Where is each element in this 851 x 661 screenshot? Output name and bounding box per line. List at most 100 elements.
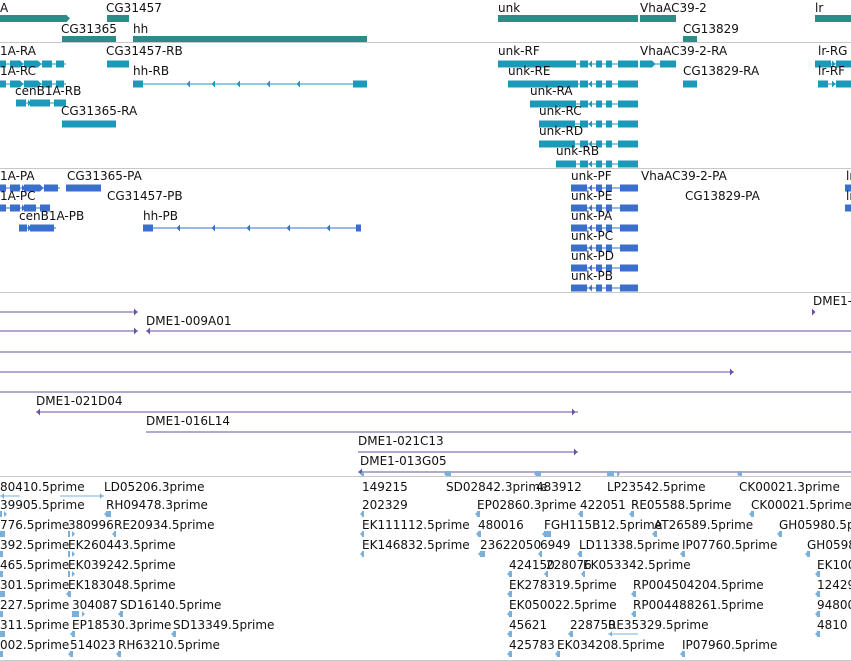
est-block[interactable] [633,591,636,597]
mrna-unk-rf-exon[interactable] [498,60,576,68]
gene-label-unk[interactable]: unk [498,1,521,15]
mrna-1a-rc-exon[interactable] [10,80,20,88]
mrna-unk-rf-exon[interactable] [596,60,602,68]
cds-1a-pa-exon[interactable] [0,184,6,192]
mrna-vhaac39-2-ra-exon[interactable] [660,60,676,68]
est-block[interactable] [106,511,111,517]
est-label[interactable]: 202329 [362,498,408,512]
mrna-1a-rc-exon[interactable] [56,80,64,88]
est-block[interactable] [509,651,512,657]
est-label[interactable]: 465.5prime [0,558,70,572]
est-block[interactable] [579,551,582,557]
mrna-1a-ra-exon[interactable] [24,60,38,68]
cds-unk-pb-exon[interactable] [596,284,602,292]
mrna-unk-ra-exon[interactable] [596,100,602,108]
mrna-label[interactable]: unk-RB [556,144,600,158]
cds-label[interactable]: 1A-PC [0,189,36,203]
gene-cg31457-bar[interactable] [107,15,129,22]
mrna-unk-ra-exon[interactable] [530,100,576,108]
mrna-label[interactable]: CG31365-RA [61,104,138,118]
mrna-1a-ra-exon[interactable] [42,60,52,68]
gene-label-lr[interactable]: lr [815,1,824,15]
mrna-label[interactable]: 1A-RC [0,64,37,78]
cds-1a-pa-exon[interactable] [10,184,20,192]
est-label[interactable]: 45621 [509,618,548,632]
mrna-lr-rf-exon[interactable] [818,80,828,88]
mrna-1a-rc-exon[interactable] [42,80,52,88]
cds-unk-pd-exon[interactable] [571,264,587,272]
mrna-label[interactable]: unk-RA [530,84,573,98]
mrna-unk-rc-exon[interactable] [580,120,588,128]
est-block[interactable] [817,571,820,577]
est-label[interactable]: 301.5prime [0,578,70,592]
est-block[interactable] [0,531,5,537]
est-label[interactable]: RH63210.5prime [118,638,220,652]
cds-unk-pf-exon[interactable] [606,184,612,192]
est-label[interactable]: 94800 [817,598,851,612]
gene-hh-bar[interactable] [133,36,367,43]
est-label[interactable]: 39905.5prime [0,498,85,512]
est-label[interactable]: IP07960.5prime [682,638,778,652]
gene-label-a[interactable]: A [0,1,9,15]
cds-unk-pe-exon[interactable] [571,204,587,212]
cds-cenb1a-pb-exon[interactable] [19,224,27,232]
mrna-unk-re-exon[interactable] [596,80,602,88]
cds-hh-pb-exon[interactable] [143,224,153,232]
est-label[interactable]: RH09478.3prime [106,498,208,512]
est-label[interactable]: LP23542.5prime [607,480,706,494]
est-block[interactable] [557,651,560,657]
est-label[interactable]: 228076 [546,558,592,572]
est-label[interactable]: 776.5prime [0,518,70,532]
mrna-unk-re-exon[interactable] [580,80,588,88]
est-label[interactable]: 311.5prime [0,618,70,632]
est-block[interactable] [68,551,70,557]
cds-unk-pc-exon[interactable] [596,244,602,252]
cds-unk-pe-exon[interactable] [606,204,612,212]
est-block[interactable] [0,551,3,557]
cds-label[interactable]: unk-PD [571,249,614,263]
est-label[interactable]: 228750 [570,618,616,632]
mrna-1a-rc-exon[interactable] [0,80,6,88]
clone-label[interactable]: DME1-021D04 [36,394,123,408]
est-label[interactable]: LD11338.5prime [579,538,680,552]
est-label[interactable]: 422051 [580,498,626,512]
est-block[interactable] [536,471,541,477]
mrna-unk-rd-exon[interactable] [596,140,602,148]
mrna-unk-rd-exon[interactable] [580,140,588,148]
est-label[interactable]: 4810 [817,618,848,632]
cds-label[interactable]: CG31457-PB [107,189,183,203]
mrna-label[interactable]: cenB1A-RB [15,84,82,98]
est-label[interactable]: 483912 [536,480,582,494]
mrna-unk-re-exon[interactable] [508,80,578,88]
est-label[interactable]: EK278319.5prime [509,578,617,592]
gene-cg13829-bar[interactable] [683,36,697,43]
est-label[interactable]: CK00021.3prime [739,480,840,494]
mrna-unk-rb-exon[interactable] [596,160,602,168]
est-label[interactable]: FGH115B12.5prime [544,518,663,532]
cds-unk-pc-exon[interactable] [606,244,612,252]
cds-label[interactable]: CG31365-PA [67,169,142,183]
mrna-cenb1a-rb-exon[interactable] [54,99,66,107]
mrna-unk-rc-exon[interactable] [539,120,575,128]
mrna-label[interactable]: 1A-RA [0,44,36,58]
cds-1a-pc-exon[interactable] [40,204,50,212]
mrna-cg13829-ra-exon[interactable] [683,80,697,88]
mrna-vhaac39-2-ra-exon[interactable] [640,60,652,68]
cds-unk-pd-exon[interactable] [596,264,602,272]
est-label[interactable]: 227.5prime [0,598,70,612]
est-block[interactable] [682,551,685,557]
est-label[interactable]: EP02860.3prime [477,498,577,512]
cds-label[interactable]: 1A-PA [0,169,35,183]
est-block[interactable] [0,511,2,517]
est-block[interactable] [817,631,820,637]
mrna-unk-rc-exon[interactable] [606,120,612,128]
est-block[interactable] [509,591,512,597]
gene-label-hh[interactable]: hh [133,22,149,36]
mrna-label[interactable]: hh-RB [133,64,170,78]
cds-unk-pa-exon[interactable] [571,224,587,232]
est-label[interactable]: RE35329.5prime [608,618,709,632]
est-block[interactable] [580,511,583,517]
est-block[interactable] [173,631,176,637]
cds-unk-pb-exon[interactable] [606,284,612,292]
est-block[interactable] [633,611,636,617]
